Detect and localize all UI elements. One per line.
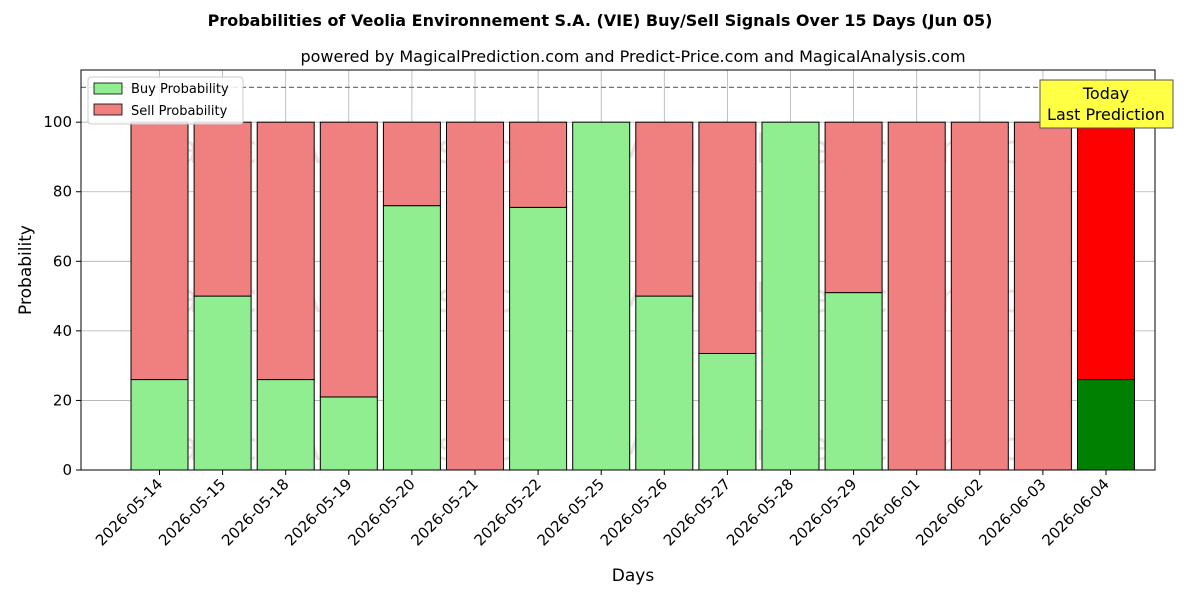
y-tick-label: 80 — [53, 183, 72, 201]
x-axis-ticks: 2026-05-142026-05-152026-05-182026-05-19… — [92, 470, 1113, 549]
bar-sell — [319, 121, 378, 398]
x-tick-label: 2026-05-27 — [660, 475, 734, 549]
y-tick-label: 60 — [53, 252, 72, 270]
bar-buy — [1077, 379, 1135, 471]
x-tick-label: 2026-05-20 — [344, 475, 418, 549]
y-axis-ticks: 0 20 40 60 80 100 — [43, 113, 81, 479]
bar-buy — [698, 352, 757, 471]
bar-buy — [824, 292, 883, 471]
y-axis-label: Probability — [16, 225, 36, 315]
bar-buy — [761, 121, 820, 471]
x-tick-label: 2026-05-19 — [281, 475, 355, 549]
bar-buy — [572, 121, 631, 471]
y-tick-label: 100 — [43, 113, 72, 131]
legend-swatch-sell — [93, 103, 123, 116]
bar-sell — [635, 121, 694, 297]
y-tick-label: 20 — [53, 391, 72, 409]
bar-sell — [824, 121, 883, 294]
x-tick-label: 2026-05-21 — [407, 475, 481, 549]
bar-buy — [193, 295, 252, 471]
bar-buy — [319, 396, 378, 471]
bar-sell — [950, 121, 1009, 471]
x-tick-label: 2026-05-22 — [471, 475, 545, 549]
today-annotation-line2: Last Prediction — [1047, 105, 1165, 124]
x-tick-label: 2026-06-04 — [1038, 475, 1112, 549]
legend-label-sell: Sell Probability — [131, 104, 228, 119]
legend-box — [87, 76, 244, 125]
x-tick-label: 2026-05-29 — [786, 475, 860, 549]
today-annotation-box — [1039, 79, 1174, 129]
bar-sell — [698, 121, 757, 354]
bar-buy — [256, 379, 315, 471]
x-tick-label: 2026-05-25 — [534, 475, 608, 549]
bar-buy — [130, 379, 189, 471]
x-axis-label: Days — [612, 566, 655, 586]
bar-sell — [509, 121, 568, 208]
bar-buy — [635, 295, 694, 471]
bar-sell — [256, 121, 315, 381]
x-tick-label: 2026-06-01 — [849, 475, 923, 549]
chart-title: Probabilities of Veolia Environnement S.… — [208, 11, 993, 30]
bar-sell — [446, 121, 504, 471]
x-tick-label: 2026-05-14 — [92, 475, 166, 549]
x-tick-label: 2026-05-15 — [155, 475, 229, 549]
bar-sell — [382, 121, 441, 207]
legend: Buy Probability Sell Probability — [87, 76, 244, 125]
x-tick-label: 2026-06-03 — [975, 475, 1049, 549]
y-tick-label: 40 — [53, 322, 72, 340]
x-tick-label: 2026-05-28 — [723, 475, 797, 549]
chart-subtitle: powered by MagicalPrediction.com and Pre… — [300, 47, 965, 66]
x-tick-label: 2026-05-18 — [218, 475, 292, 549]
bars — [130, 121, 1135, 471]
today-annotation: Today Last Prediction — [1039, 79, 1174, 129]
legend-swatch-buy — [93, 82, 123, 95]
bar-sell — [130, 121, 189, 381]
x-tick-label: 2026-06-02 — [912, 475, 986, 549]
bar-sell — [193, 121, 252, 297]
bar-sell — [1013, 121, 1072, 471]
x-tick-label: 2026-05-26 — [597, 475, 671, 549]
y-tick-label: 0 — [62, 461, 72, 479]
today-annotation-line1: Today — [1082, 84, 1129, 103]
bar-sell — [1077, 121, 1135, 381]
bar-sell — [887, 121, 946, 471]
bar-buy — [509, 206, 568, 471]
legend-label-buy: Buy Probability — [131, 82, 229, 97]
bar-buy — [382, 205, 441, 471]
plot-frame — [80, 69, 1156, 471]
